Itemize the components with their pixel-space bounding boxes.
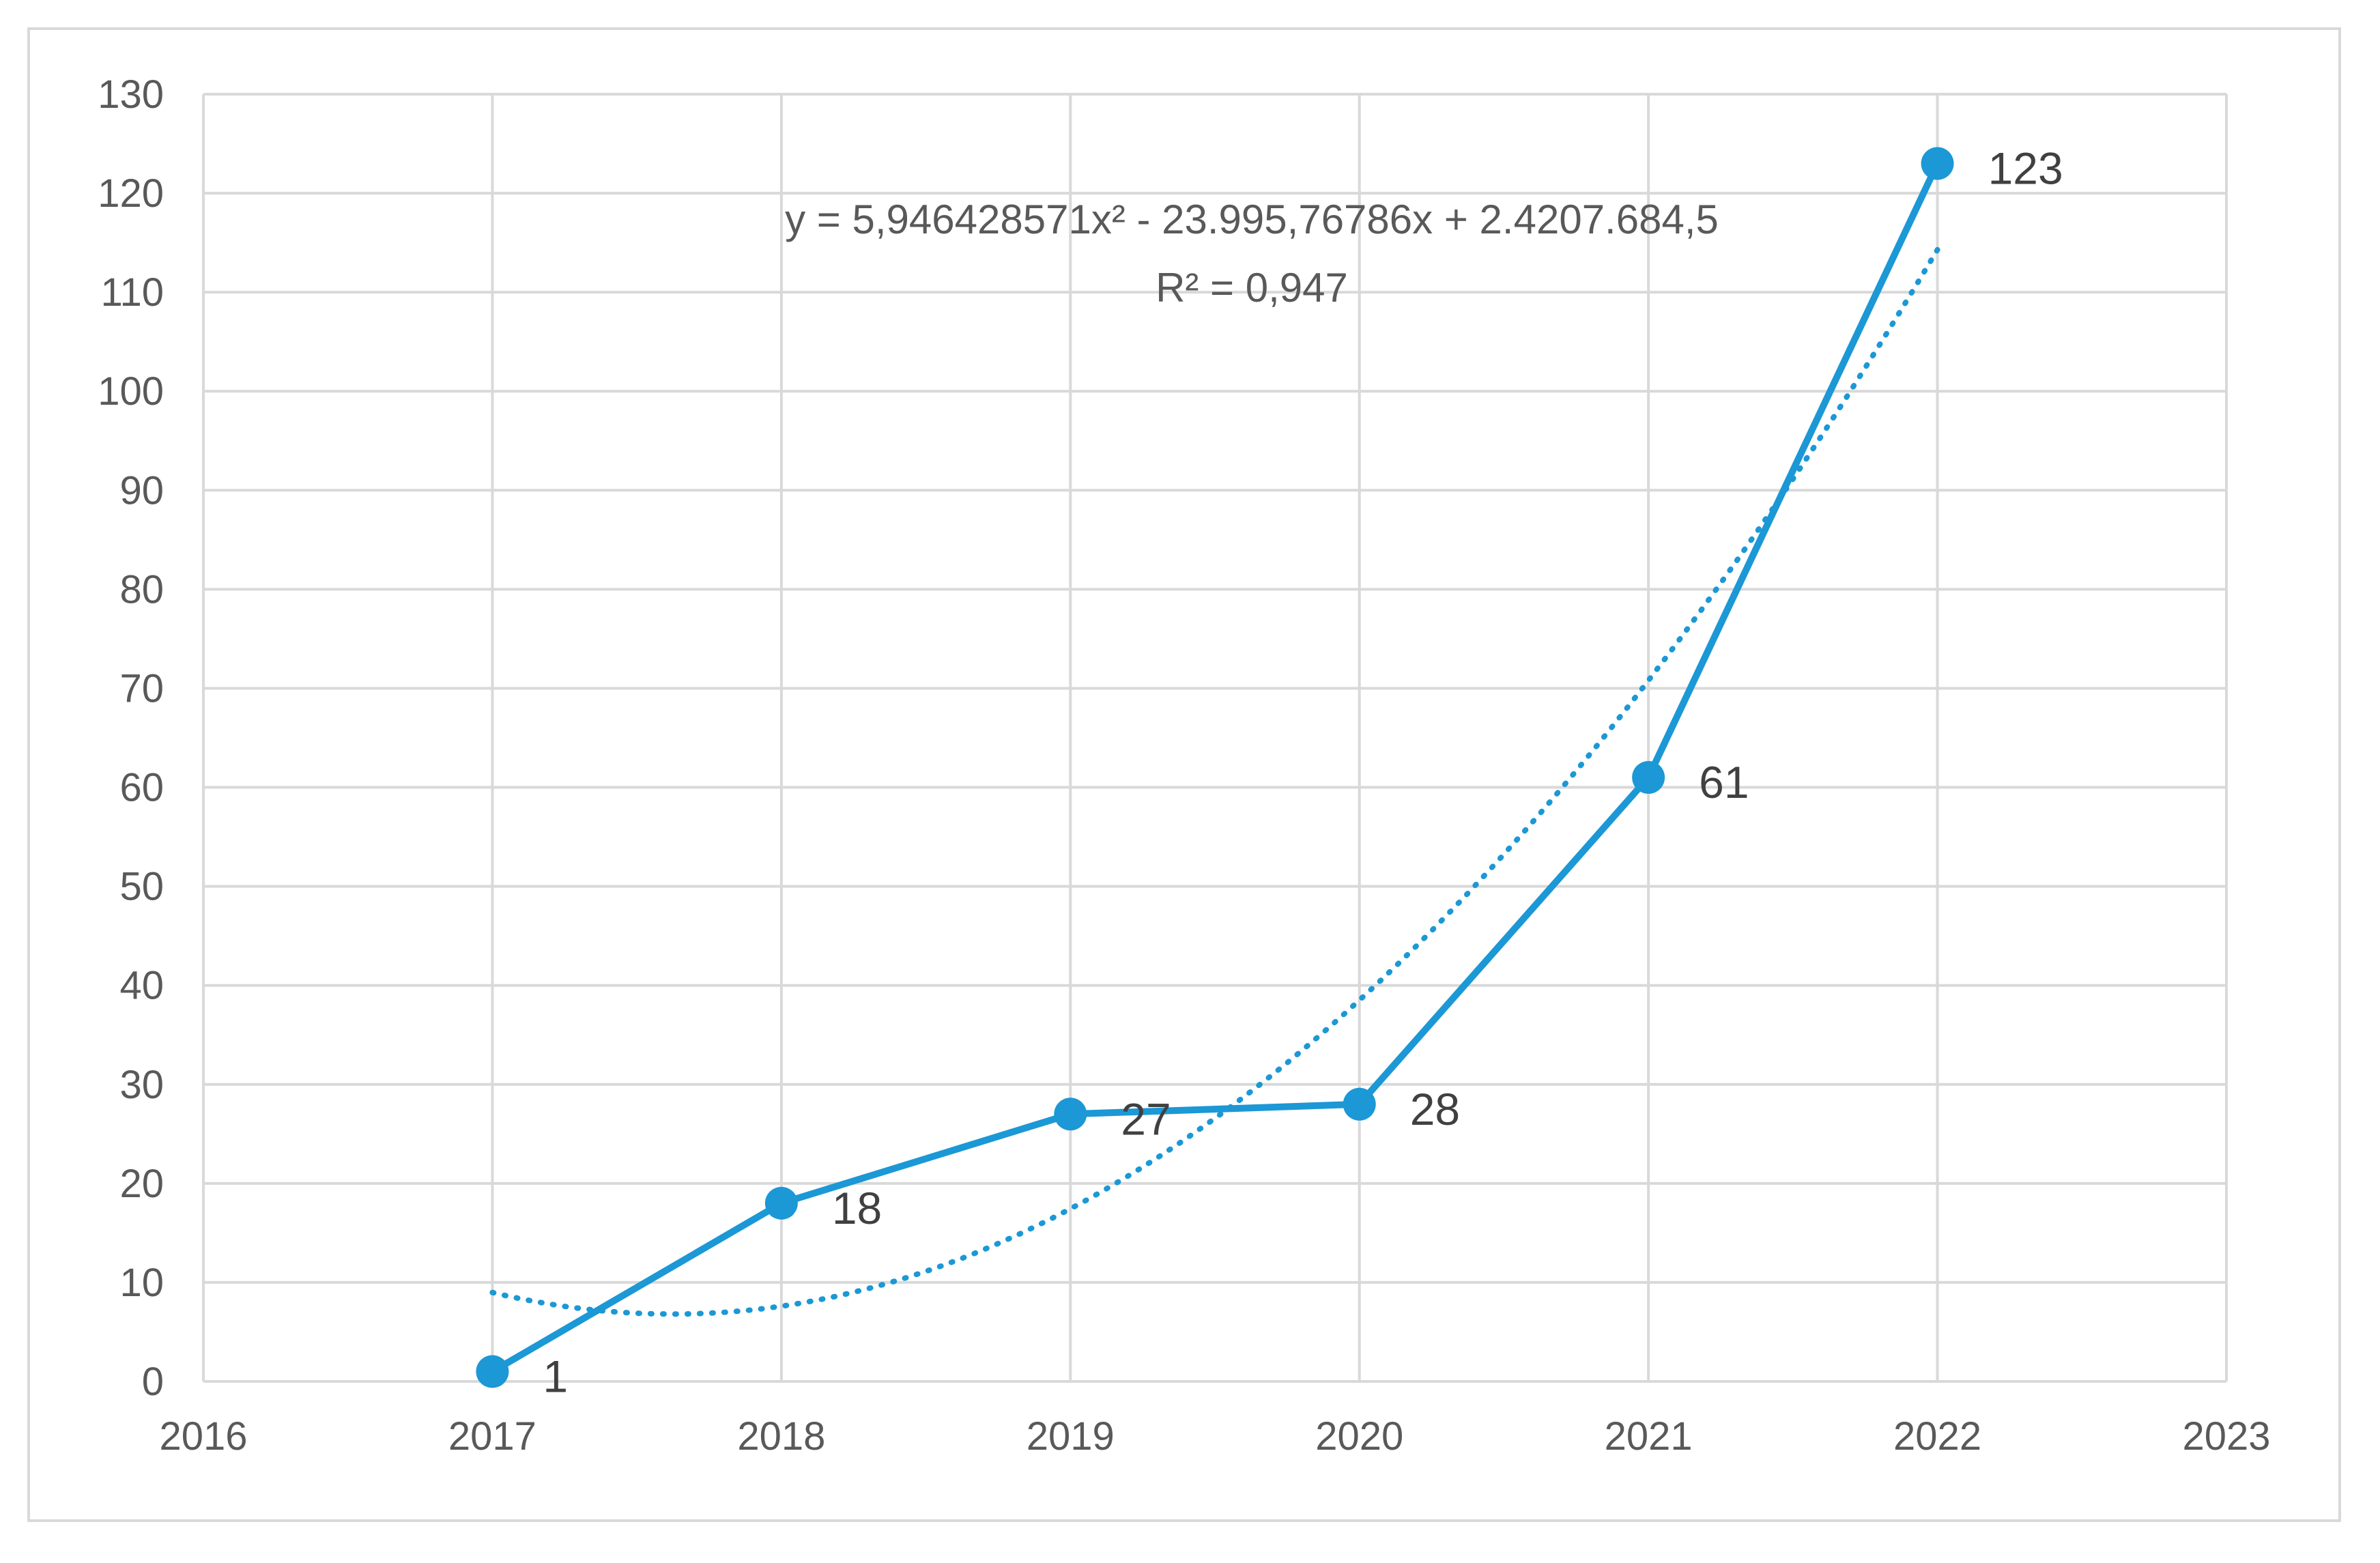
x-tick-label: 2018 <box>737 1414 825 1459</box>
data-point <box>764 1186 798 1220</box>
y-tick-label: 110 <box>101 270 164 315</box>
x-tick-label: 2017 <box>448 1414 536 1459</box>
y-tick-label: 90 <box>119 468 164 513</box>
x-tick-label: 2023 <box>2182 1414 2270 1459</box>
line-chart: 0 10 20 30 40 50 60 70 80 90 100 110 120 130 2016 2017 2… <box>98 72 2270 1459</box>
data-point <box>1921 147 1954 180</box>
data-point <box>476 1355 509 1388</box>
x-tick-label: 2019 <box>1027 1414 1115 1459</box>
data-point <box>1054 1098 1087 1131</box>
data-label: 123 <box>1988 143 2063 194</box>
y-tick-label: 80 <box>119 567 164 612</box>
data-label: 1 <box>543 1351 568 1401</box>
y-tick-label: 50 <box>119 865 164 909</box>
y-tick-label: 60 <box>119 766 164 810</box>
data-label: 61 <box>1699 757 1749 807</box>
y-tick-label: 70 <box>119 666 164 711</box>
x-tick-label: 2020 <box>1315 1414 1403 1459</box>
y-tick-label: 40 <box>119 964 164 1008</box>
y-tick-label: 0 <box>142 1360 164 1404</box>
series-path <box>489 160 1941 1375</box>
data-label: 27 <box>1121 1093 1171 1144</box>
series-line <box>476 147 1954 1388</box>
data-point <box>1632 761 1665 794</box>
x-tick-label: 2022 <box>1893 1414 1981 1459</box>
chart-frame: 0 10 20 30 40 50 60 70 80 90 100 110 120 130 2016 2017 2… <box>27 27 2341 1522</box>
axes: 0 10 20 30 40 50 60 70 80 90 100 110 120 130 2016 2017 2… <box>98 72 2270 1459</box>
y-tick-label: 130 <box>98 72 164 117</box>
y-tick-label: 10 <box>119 1261 164 1305</box>
y-tick-label: 30 <box>119 1063 164 1107</box>
x-tick-label: 2021 <box>1605 1414 1693 1459</box>
y-tick-label: 100 <box>98 369 164 414</box>
y-tick-label: 20 <box>119 1162 164 1206</box>
data-label: 28 <box>1410 1084 1460 1134</box>
x-tick-label: 2016 <box>159 1414 247 1459</box>
data-labels: 1 18 27 28 61 123 <box>543 143 2063 1402</box>
data-label: 18 <box>832 1183 882 1233</box>
gridlines <box>203 93 2228 1381</box>
data-point <box>1343 1087 1376 1121</box>
r-squared-label: R² = 0,947 <box>1156 265 1348 311</box>
y-tick-label: 120 <box>98 171 164 216</box>
trendline-equation: y = 5,946428571x² - 23.995,76786x + 2.42… <box>785 197 1719 242</box>
